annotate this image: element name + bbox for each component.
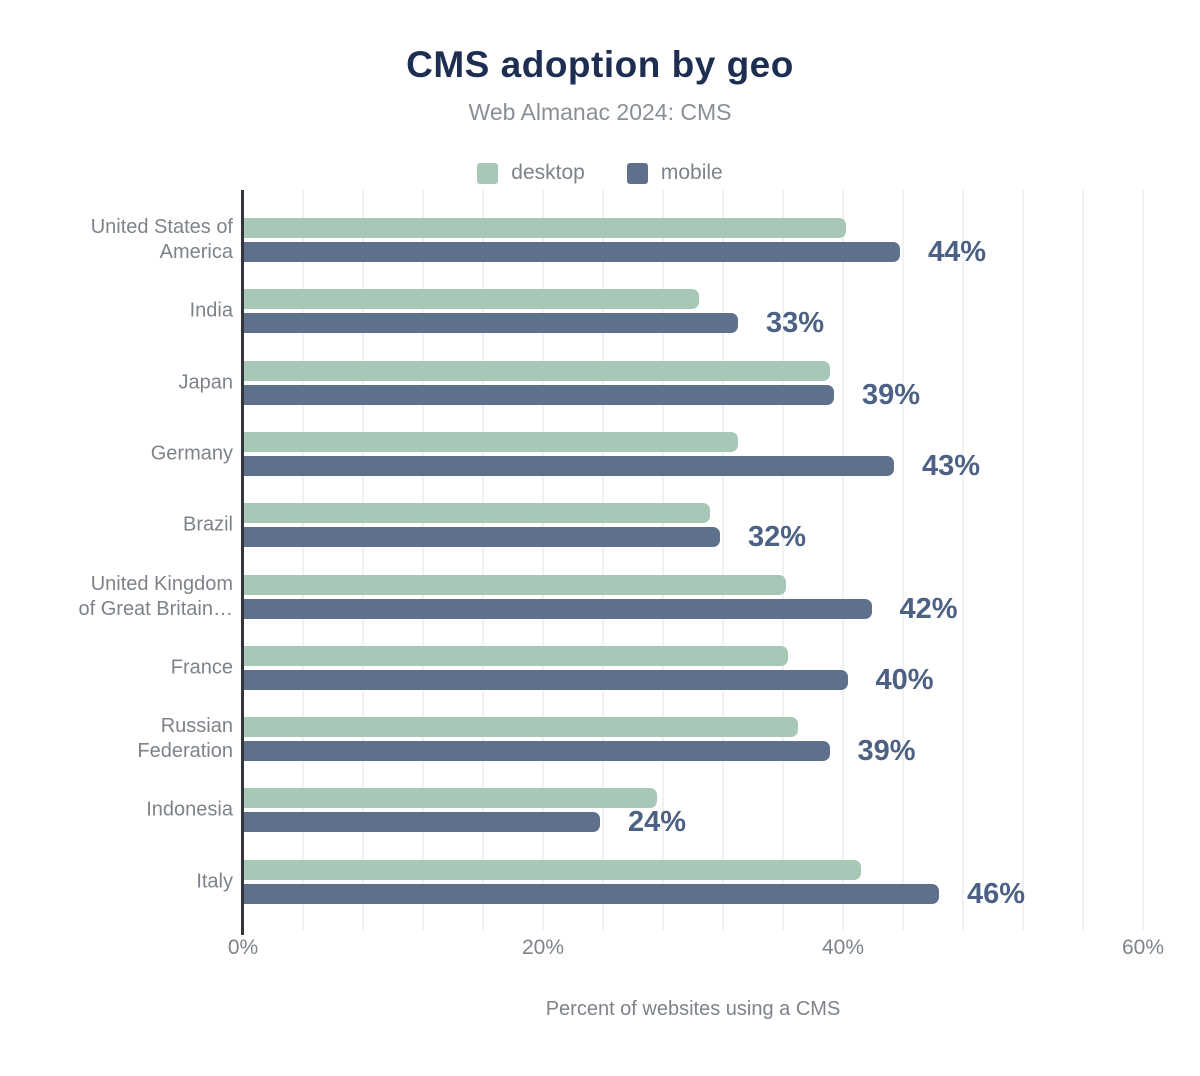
bar-desktop bbox=[243, 360, 830, 381]
category-label: France bbox=[170, 656, 233, 679]
bar-mobile bbox=[243, 455, 894, 476]
bar-desktop bbox=[243, 574, 786, 595]
bar-mobile bbox=[243, 669, 848, 690]
mobile-swatch-icon bbox=[626, 162, 648, 184]
category-label: United Kingdom of Great Britain… bbox=[78, 572, 233, 620]
plot-area: 44% 33% 39% 43% 32% 42% 40% 39% 24% 46% bbox=[243, 190, 1193, 930]
bar-desktop bbox=[243, 788, 657, 809]
value-label: 33% bbox=[766, 307, 825, 340]
legend-item-desktop: desktop bbox=[477, 161, 585, 185]
category-label: United States of America bbox=[90, 216, 233, 263]
gridline bbox=[602, 190, 604, 930]
gridline bbox=[722, 190, 724, 930]
gridline bbox=[1022, 190, 1024, 930]
value-label: 39% bbox=[862, 378, 921, 411]
category-label: Russian Federation bbox=[137, 715, 233, 763]
category-label: Indonesia bbox=[146, 798, 233, 821]
gridline bbox=[542, 190, 544, 930]
gridline bbox=[482, 190, 484, 930]
bar-mobile bbox=[243, 242, 900, 262]
gridline bbox=[962, 190, 964, 930]
bar-mobile bbox=[243, 527, 720, 548]
x-axis-title: Percent of websites using a CMS bbox=[545, 998, 841, 1020]
gridline bbox=[782, 190, 784, 930]
value-label: 32% bbox=[748, 521, 807, 554]
bar-desktop bbox=[243, 218, 846, 238]
value-label: 44% bbox=[928, 236, 987, 268]
gridline bbox=[842, 190, 844, 930]
value-label: 43% bbox=[922, 449, 981, 482]
gridline bbox=[1082, 190, 1084, 930]
gridline bbox=[362, 190, 364, 930]
value-label: 42% bbox=[899, 592, 958, 625]
bar-desktop bbox=[243, 431, 738, 452]
bar-desktop bbox=[243, 503, 710, 524]
bar-desktop bbox=[243, 289, 699, 310]
desktop-swatch-icon bbox=[477, 162, 499, 184]
legend-label-mobile: mobile bbox=[660, 161, 723, 184]
x-tick-label: 60% bbox=[1121, 936, 1165, 959]
gridline bbox=[302, 190, 304, 930]
gridline bbox=[902, 190, 904, 930]
category-label: Italy bbox=[196, 870, 233, 893]
bar-mobile bbox=[243, 812, 600, 833]
y-axis-line bbox=[241, 190, 244, 935]
x-tick-label: 0% bbox=[227, 936, 259, 959]
category-label: Brazil bbox=[182, 513, 233, 536]
category-label: Germany bbox=[150, 442, 233, 465]
legend-label-desktop: desktop bbox=[511, 161, 585, 184]
category-label: India bbox=[189, 299, 233, 322]
value-label: 46% bbox=[967, 877, 1026, 910]
bar-desktop bbox=[243, 717, 798, 738]
bar-mobile bbox=[243, 313, 738, 334]
chart-subtitle: Web Almanac 2024: CMS bbox=[468, 99, 732, 125]
legend-item-mobile: mobile bbox=[626, 161, 723, 185]
value-label: 24% bbox=[628, 806, 687, 839]
bar-desktop bbox=[243, 859, 861, 880]
gridline bbox=[422, 190, 424, 930]
chart-title: CMS adoption by geo bbox=[406, 44, 794, 85]
bar-mobile bbox=[243, 598, 872, 619]
value-label: 39% bbox=[857, 735, 916, 768]
legend: desktop mobile bbox=[0, 161, 1200, 185]
gridline bbox=[662, 190, 664, 930]
bar-mobile bbox=[243, 741, 830, 762]
x-tick-label: 20% bbox=[521, 936, 565, 959]
gridline bbox=[1142, 190, 1144, 930]
category-label: Japan bbox=[178, 371, 234, 394]
bar-desktop bbox=[243, 645, 788, 666]
value-label: 40% bbox=[875, 663, 934, 696]
bar-mobile bbox=[243, 384, 834, 405]
bar-mobile bbox=[243, 883, 939, 904]
x-tick-label: 40% bbox=[821, 936, 865, 959]
